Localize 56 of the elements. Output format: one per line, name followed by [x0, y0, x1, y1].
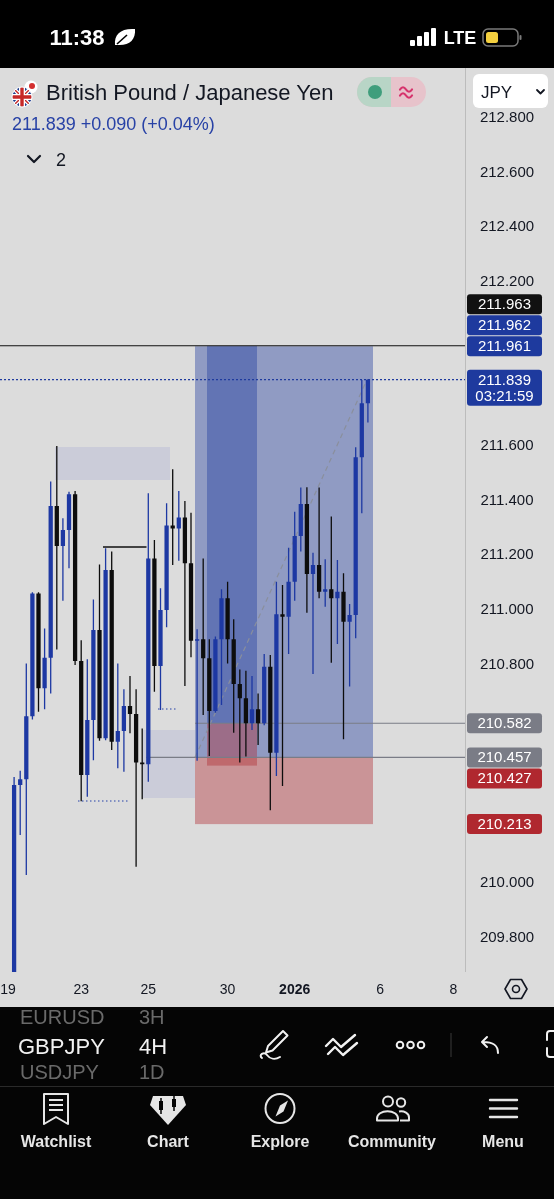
ref-line-label: 211.839 03:21:59 [475, 370, 534, 404]
text: 11:38 [49, 25, 105, 50]
text: 1D [139, 1061, 165, 1083]
candlestick [127, 675, 133, 734]
text: 4H [139, 1034, 168, 1059]
x-tick-label: 2026 [279, 981, 311, 997]
text: Community [348, 1133, 437, 1150]
text: Watchlist [20, 1133, 92, 1150]
y-tick-label: 212.600 [479, 162, 535, 180]
candlestick [30, 592, 35, 720]
text: GBPJPY [18, 1034, 106, 1059]
x-tick-label: 6 [376, 981, 385, 997]
y-tick-label: 211.200 [480, 545, 534, 563]
text: Chart [147, 1133, 190, 1150]
text: EURUSD [20, 1006, 105, 1028]
candlestick [255, 693, 261, 746]
text: 211.961 [477, 337, 532, 355]
text: 3H [139, 1006, 165, 1028]
x-tick-label: 30 [219, 981, 236, 997]
x-tick-label: 23 [73, 981, 90, 997]
x-tick-label: 25 [140, 981, 157, 997]
ref-line-label: 210.582 [477, 714, 532, 732]
y-tick-label: 212.200 [479, 271, 535, 289]
text: 210.213 [477, 815, 532, 833]
annotation: 2 [55, 150, 67, 170]
text: 210.427 [477, 769, 532, 787]
candlestick [243, 670, 249, 757]
candlestick [121, 689, 127, 772]
y-tick-label: 210.800 [479, 654, 535, 672]
candlestick [213, 636, 218, 713]
text: British Pound / Japanese Yen [46, 80, 334, 105]
y-tick-label: 211.400 [480, 490, 534, 508]
y-tick-label: 212.800 [479, 107, 535, 125]
candlestick [249, 675, 255, 731]
text: 211.962 [477, 316, 532, 334]
candlestick [310, 552, 316, 675]
candlestick [194, 629, 200, 761]
candlestick [316, 487, 322, 599]
x-tick-label: 8 [449, 981, 458, 997]
ref-line-label: 211.963 [477, 295, 532, 313]
y-tick-label: 209.800 [479, 928, 535, 946]
candlestick [182, 501, 188, 687]
text: JPY [481, 83, 513, 102]
y-tick-label: 210.000 [479, 873, 535, 891]
text: LTE [443, 28, 477, 48]
candlestick [60, 518, 66, 601]
text: 211.839 +0.090 (+0.04%) [12, 114, 215, 134]
x-tick-label: 19 [0, 981, 16, 997]
text: USDJPY [20, 1061, 99, 1083]
y-tick-label: 211.600 [480, 435, 534, 453]
candlestick [133, 689, 139, 867]
ref-line-label: 210.457 [477, 748, 532, 766]
y-tick-label: 212.400 [479, 217, 535, 235]
text: Explore [250, 1133, 310, 1150]
y-tick-label: 211.000 [480, 599, 534, 617]
text: Menu [482, 1133, 524, 1150]
